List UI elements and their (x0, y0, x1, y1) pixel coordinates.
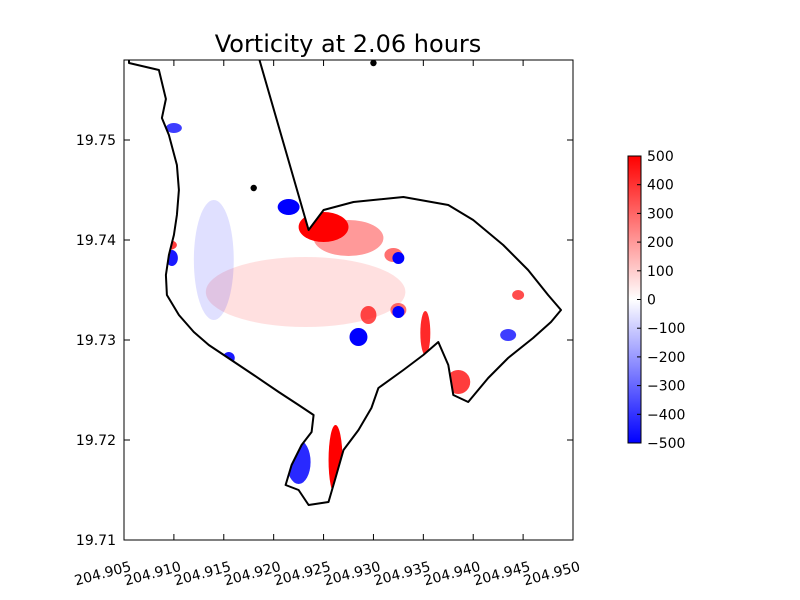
colorbar-tick-label: 400 (647, 178, 674, 194)
shoreline-contour (128, 60, 562, 506)
plot-area (123, 59, 574, 541)
negative-vorticity-feature-10 (500, 329, 517, 341)
colorbar-tick-label: 100 (647, 264, 674, 280)
colorbar-tick-label: −100 (647, 321, 685, 337)
colorbar-tick-label: 0 (647, 293, 656, 309)
land-mask-fill (124, 60, 573, 540)
marker-point-1 (250, 184, 257, 192)
negative-vorticity-feature-11 (193, 200, 234, 320)
positive-vorticity-feature-1 (313, 220, 384, 256)
negative-vorticity-feature-3 (392, 306, 405, 318)
positive-vorticity-feature-5 (420, 311, 431, 355)
plot-frame (123, 59, 574, 541)
positive-vorticity-feature-10 (205, 257, 406, 327)
y-tick-label: 19.71 (76, 533, 116, 549)
y-tick-label: 19.75 (76, 133, 116, 149)
y-tick-label: 19.72 (76, 433, 116, 449)
negative-vorticity-feature-2 (392, 252, 405, 264)
y-tick-label: 19.74 (76, 233, 116, 249)
colorbar-tick-label: 500 (647, 149, 674, 165)
positive-vorticity-feature-4 (360, 306, 377, 324)
colorbar: 500 400 300 200 100 0 −100 −200 −300 −400 −500 (627, 149, 685, 452)
vorticity-field (160, 123, 525, 495)
colorbar-tick-label: −400 (647, 407, 685, 423)
colorbar-ticks: 500 400 300 200 100 0 −100 −200 −300 −400 −500 (637, 149, 685, 452)
negative-vorticity-feature-0 (277, 199, 300, 215)
colorbar-tick-label: −200 (647, 350, 685, 366)
negative-vorticity-feature-8 (165, 123, 182, 133)
x-tick-label: 204.950 (522, 559, 582, 589)
shoreline-contours (128, 60, 562, 506)
chart-title: Vorticity at 2.06 hours (215, 30, 482, 58)
land-mask (124, 60, 573, 540)
colorbar-tick-label: −300 (647, 379, 685, 395)
y-tick-label: 19.73 (76, 333, 116, 349)
colorbar-tick-label: −500 (647, 436, 685, 452)
colorbar-tick-label: 300 (647, 206, 674, 222)
colorbar-tick-label: 200 (647, 235, 674, 251)
positive-vorticity-feature-8 (512, 290, 525, 300)
negative-vorticity-feature-4 (349, 328, 368, 346)
y-axis: 19.71 19.72 19.73 19.74 19.75 (76, 133, 573, 549)
